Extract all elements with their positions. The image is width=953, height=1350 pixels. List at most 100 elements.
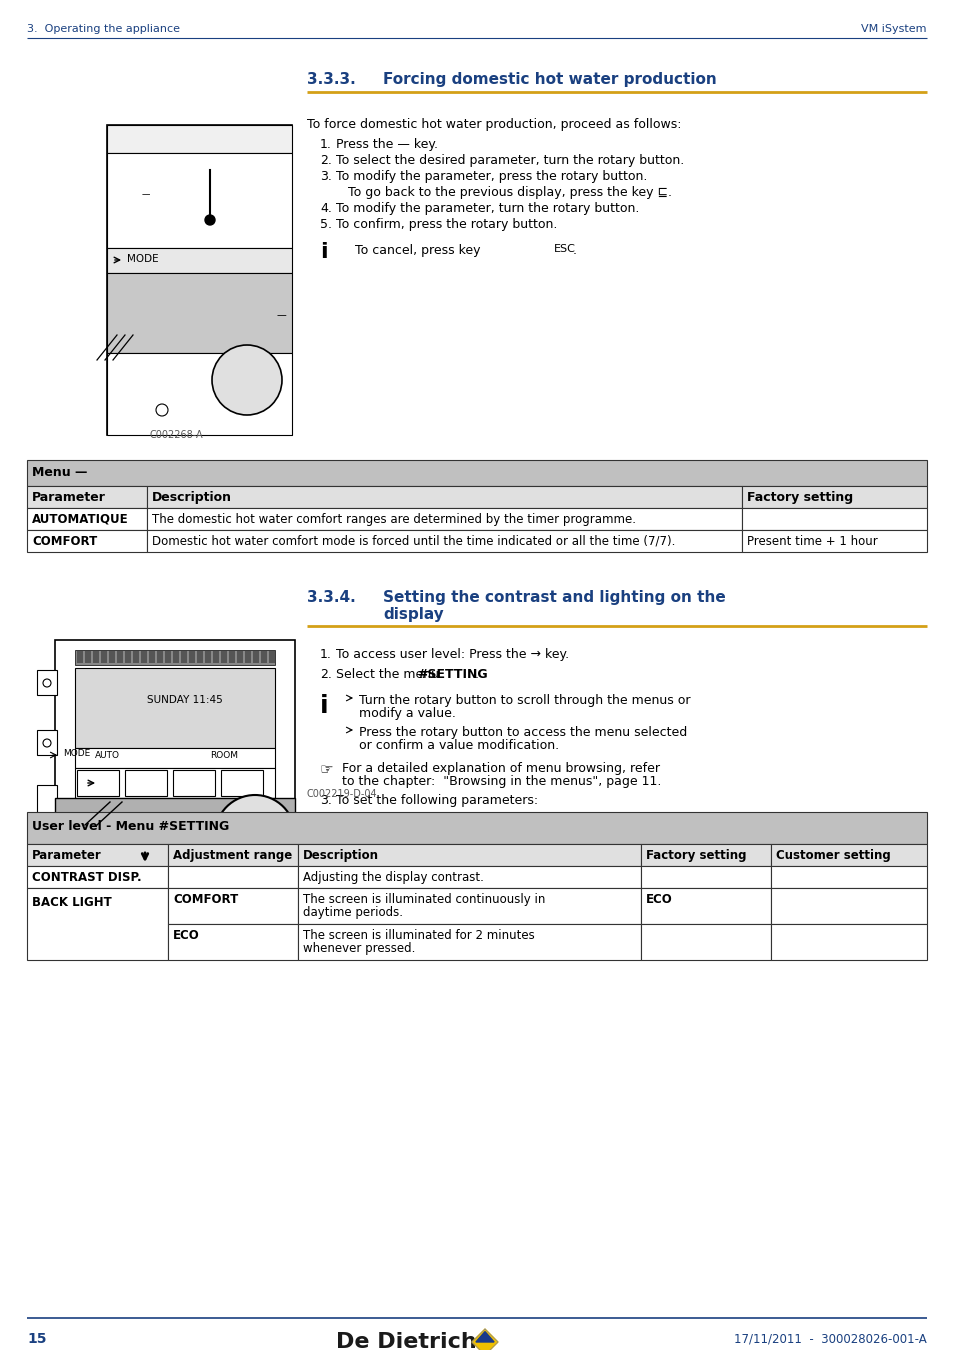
Bar (168, 888, 297, 923)
Text: 1.: 1. (319, 648, 332, 662)
Bar (640, 844, 770, 865)
Text: BACK LIGHT: BACK LIGHT (32, 896, 112, 909)
Text: To confirm, press the rotary button.: To confirm, press the rotary button. (335, 217, 557, 231)
Bar (172, 651, 179, 663)
Circle shape (214, 795, 294, 875)
Text: The domestic hot water comfort ranges are determined by the timer programme.: The domestic hot water comfort ranges ar… (152, 513, 636, 526)
Bar (236, 651, 243, 663)
Text: MODE: MODE (63, 749, 91, 757)
Text: Setting the contrast and lighting on the: Setting the contrast and lighting on the (382, 590, 725, 605)
Bar (77, 769, 119, 796)
Bar (741, 508, 926, 531)
Bar (269, 651, 274, 663)
Text: The screen is illuminated continuously in: The screen is illuminated continuously i… (303, 892, 545, 906)
Text: to the chapter:  "Browsing in the menus", page 11.: to the chapter: "Browsing in the menus",… (341, 775, 660, 788)
Bar (741, 531, 926, 552)
Text: Adjusting the display contrast.: Adjusting the display contrast. (303, 871, 483, 884)
Bar (27, 811, 926, 844)
Bar (172, 769, 214, 796)
Bar (168, 923, 297, 960)
Text: 2.: 2. (319, 668, 332, 680)
Bar (205, 651, 211, 663)
Text: 3.: 3. (319, 170, 332, 184)
Bar (261, 651, 267, 663)
Text: AUTOMATIQUE: AUTOMATIQUE (32, 513, 129, 526)
Bar (27, 508, 147, 531)
Bar (75, 668, 274, 748)
Text: Adjustment range: Adjustment range (172, 849, 292, 863)
Bar (107, 126, 292, 153)
Text: Forcing domestic hot water production: Forcing domestic hot water production (382, 72, 716, 86)
Bar (147, 486, 741, 508)
Bar (55, 640, 294, 860)
Text: User level - Menu #SETTING: User level - Menu #SETTING (32, 819, 229, 833)
Text: ROOM: ROOM (210, 751, 237, 760)
Text: 3.3.3.: 3.3.3. (307, 72, 355, 86)
Bar (770, 888, 926, 923)
Circle shape (212, 346, 282, 414)
Text: C002268-A: C002268-A (149, 431, 203, 440)
Bar (196, 651, 203, 663)
Text: Description: Description (303, 849, 378, 863)
Text: To go back to the previous display, press the key ⊑.: To go back to the previous display, pres… (335, 186, 671, 198)
Bar (107, 126, 292, 435)
Bar (125, 769, 167, 796)
Text: —: — (142, 190, 151, 198)
Bar (75, 768, 274, 798)
Text: Factory setting: Factory setting (746, 491, 852, 504)
Bar (101, 651, 107, 663)
Bar (640, 888, 770, 923)
Bar (37, 784, 57, 815)
Bar (37, 730, 57, 755)
Text: Turn the rotary button to scroll through the menus or: Turn the rotary button to scroll through… (358, 694, 690, 707)
Text: 2.: 2. (319, 154, 332, 167)
Bar (221, 651, 227, 663)
Bar (297, 865, 640, 888)
Text: 3.3.4.: 3.3.4. (307, 590, 355, 605)
Text: display: display (382, 608, 443, 622)
Bar (107, 273, 292, 352)
Bar (107, 352, 292, 435)
Text: Select the menu: Select the menu (335, 668, 442, 680)
Bar (75, 649, 274, 666)
Text: Menu —: Menu — (32, 466, 88, 479)
Text: To select the desired parameter, turn the rotary button.: To select the desired parameter, turn th… (335, 154, 683, 167)
Bar (245, 651, 251, 663)
Bar (168, 844, 297, 865)
Bar (640, 923, 770, 960)
Bar (27, 844, 168, 865)
Text: CONTRAST DISP.: CONTRAST DISP. (32, 871, 141, 884)
Bar (297, 844, 640, 865)
Text: MODE: MODE (127, 254, 158, 265)
Text: Present time + 1 hour: Present time + 1 hour (746, 535, 877, 548)
Text: To cancel, press key: To cancel, press key (355, 244, 480, 256)
Text: To modify the parameter, turn the rotary button.: To modify the parameter, turn the rotary… (335, 202, 639, 215)
Bar (27, 460, 926, 486)
Bar (189, 651, 194, 663)
Bar (77, 651, 83, 663)
Text: 3.: 3. (319, 794, 332, 807)
Text: or confirm a value modification.: or confirm a value modification. (358, 738, 558, 752)
Bar (168, 865, 297, 888)
Text: 15: 15 (27, 1332, 47, 1346)
Text: .: . (474, 668, 478, 680)
Text: Press the — key.: Press the — key. (335, 138, 437, 151)
Bar (149, 651, 154, 663)
Bar (107, 153, 292, 248)
Bar (770, 865, 926, 888)
Text: ESC: ESC (554, 244, 576, 254)
Bar (221, 769, 263, 796)
Bar (107, 248, 292, 273)
Bar (297, 888, 640, 923)
Text: Parameter: Parameter (32, 491, 106, 504)
Text: For a detailed explanation of menu browsing, refer: For a detailed explanation of menu brows… (341, 761, 659, 775)
Text: 5.: 5. (319, 217, 332, 231)
Bar (297, 923, 640, 960)
Bar (92, 651, 99, 663)
Text: i: i (319, 242, 327, 262)
Text: 3.  Operating the appliance: 3. Operating the appliance (27, 24, 180, 34)
Text: AUTO: AUTO (95, 751, 120, 760)
Bar (213, 651, 219, 663)
Bar (27, 865, 168, 888)
Text: modify a value.: modify a value. (358, 707, 456, 720)
